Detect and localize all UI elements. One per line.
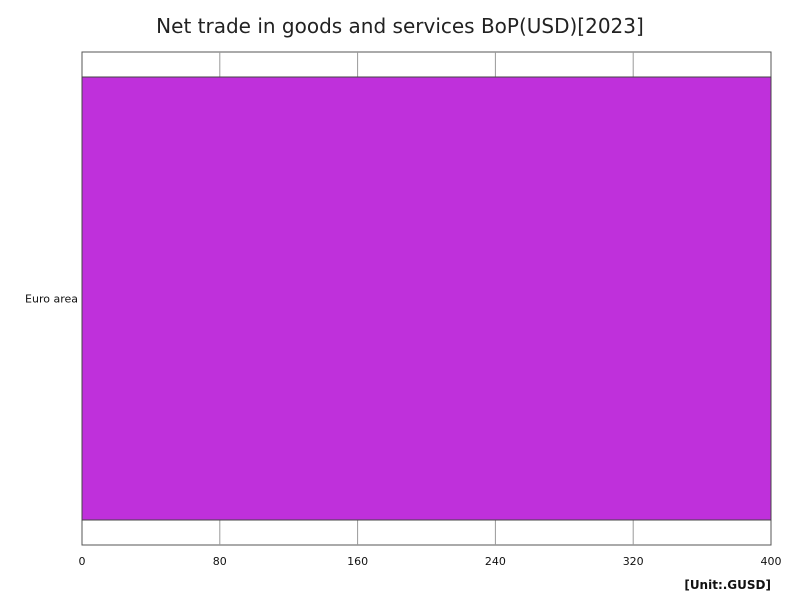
- bars: [81, 76, 772, 521]
- x-tick-label: 80: [213, 555, 227, 568]
- x-tick-label: 240: [485, 555, 506, 568]
- category-label: Euro area: [25, 293, 78, 306]
- x-tick-label: 0: [79, 555, 86, 568]
- category-labels: Euro area: [25, 293, 78, 306]
- x-tick-label: 320: [623, 555, 644, 568]
- x-tick-label: 400: [761, 555, 782, 568]
- chart-title: Net trade in goods and services BoP(USD)…: [156, 14, 644, 38]
- unit-label: [Unit:.GUSD]: [684, 578, 771, 592]
- x-tick-labels: 0 80 160 240 320 400: [79, 555, 782, 568]
- x-tick-label: 160: [347, 555, 368, 568]
- bar: [81, 76, 772, 521]
